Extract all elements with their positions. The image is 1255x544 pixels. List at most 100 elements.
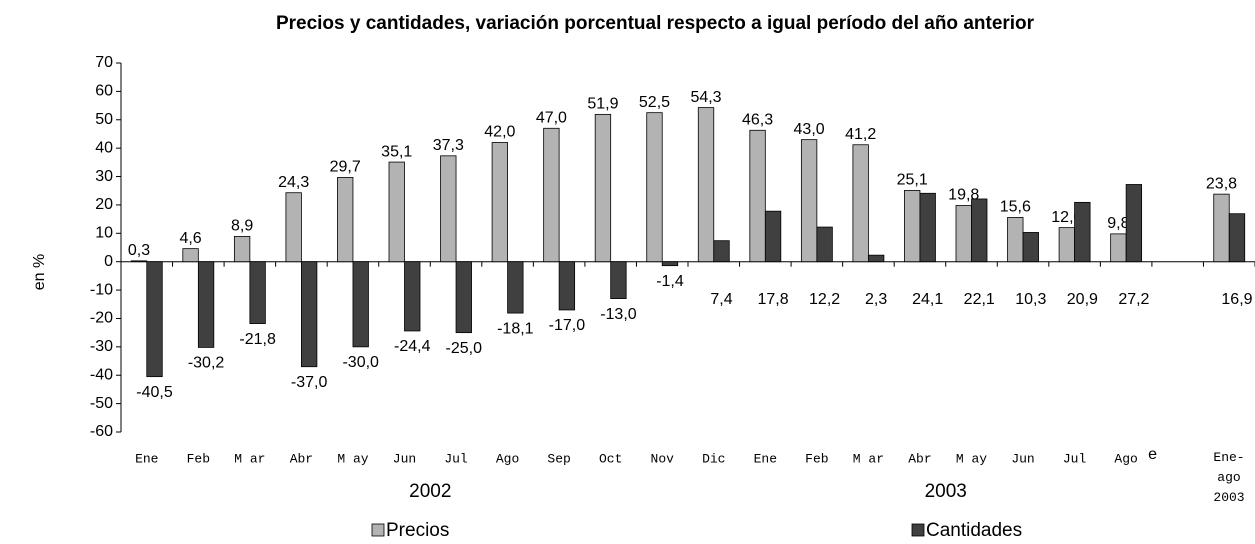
bar (1058, 227, 1075, 263)
y-tick-label: 10 (95, 225, 113, 242)
legend-swatch (371, 523, 385, 537)
y-tick-label: 0 (104, 253, 113, 270)
x-tick-label: Dic (702, 451, 725, 466)
bar (285, 192, 302, 263)
data-label: 17,8 (757, 291, 788, 308)
data-label: 7,4 (710, 291, 732, 308)
bar (1074, 201, 1091, 263)
bar (800, 139, 818, 263)
data-label: 37,3 (433, 137, 464, 154)
x-tick-label: Abr (908, 451, 931, 466)
data-label: 29,7 (330, 159, 361, 176)
data-label: -18,1 (497, 320, 534, 337)
data-label: 47,0 (536, 110, 567, 127)
bar (233, 236, 251, 263)
bar (646, 112, 663, 263)
y-tick-label: 30 (95, 168, 113, 185)
data-label: -40,5 (136, 384, 173, 401)
data-label: 54,3 (690, 89, 721, 106)
bar (197, 261, 215, 348)
bar (507, 261, 524, 314)
bar (301, 261, 318, 368)
x-tick-label: M ay (337, 451, 368, 466)
x-tick-label: Jun (393, 451, 416, 466)
bar (594, 113, 612, 263)
data-label: 15,6 (1000, 199, 1031, 216)
bar (1213, 193, 1230, 263)
y-tick-label: 70 (95, 54, 113, 71)
data-label: 8,9 (231, 218, 253, 235)
bar (130, 260, 148, 263)
data-label: -37,0 (291, 374, 328, 391)
bar (764, 210, 782, 263)
data-label: -13,0 (600, 306, 637, 323)
data-label: 24,3 (278, 174, 309, 191)
bar (1022, 232, 1039, 263)
y-tick-label: -30 (90, 338, 113, 355)
legend-swatch (911, 523, 925, 537)
data-label: -17,0 (549, 317, 586, 334)
annotation: e (1148, 446, 1157, 463)
bar (388, 161, 405, 263)
y-tick-label: -60 (90, 423, 113, 440)
data-label: 22,1 (964, 291, 995, 308)
data-label: -25,0 (446, 340, 483, 357)
x-tick-label: Abr (290, 451, 313, 466)
bar (713, 240, 730, 263)
data-label: 0,3 (128, 242, 150, 259)
bar (661, 261, 679, 267)
x-tick-label: Jul (1063, 451, 1087, 466)
x-tick-label: M ar (234, 451, 265, 466)
bar (352, 261, 369, 348)
data-label: 4,6 (179, 230, 201, 247)
x-tick-label: M ar (853, 451, 884, 466)
x-tick-label: Feb (187, 451, 210, 466)
data-label: -1,4 (656, 273, 684, 290)
data-label: 27,2 (1118, 291, 1149, 308)
bar (440, 155, 457, 263)
y-tick-label: -40 (90, 366, 113, 383)
bar (816, 226, 833, 263)
data-label: 16,9 (1221, 291, 1252, 308)
data-label: 23,8 (1206, 175, 1237, 192)
bar (543, 127, 560, 263)
bar (1007, 217, 1024, 263)
data-label: -21,8 (239, 331, 276, 348)
data-label: 20,9 (1067, 291, 1098, 308)
bar (558, 261, 576, 311)
data-label: 12,2 (809, 291, 840, 308)
y-tick-label: 40 (95, 139, 113, 156)
bar (1228, 213, 1246, 263)
bar (610, 261, 627, 299)
bar (146, 261, 163, 378)
data-label: -24,4 (394, 338, 431, 355)
bar (337, 176, 354, 263)
data-label: 46,3 (742, 111, 773, 128)
data-label: -30,0 (342, 354, 379, 371)
legend-label: Precios (386, 520, 449, 541)
bar (955, 205, 972, 263)
data-label: 42,0 (484, 124, 515, 141)
legend-label: Cantidades (926, 520, 1022, 541)
x-tick-label: Ene-ago 2003 (1213, 450, 1245, 505)
y-tick-label: -50 (90, 395, 113, 412)
data-label: 9,8 (1107, 215, 1129, 232)
bar (868, 254, 885, 263)
bar (491, 142, 508, 263)
bar (1125, 184, 1143, 263)
x-tick-label: Ago (1114, 451, 1137, 466)
x-tick-label: Sep (547, 451, 570, 466)
x-tick-label: Ene (754, 451, 777, 466)
bar (749, 129, 766, 263)
x-group-label: 2002 (409, 481, 451, 502)
x-group-label: 2003 (925, 481, 967, 502)
data-label: 25,1 (897, 172, 928, 189)
bar (919, 192, 936, 263)
data-label: 52,5 (639, 94, 670, 111)
bar (455, 261, 472, 334)
bar (182, 248, 199, 263)
y-axis-label: en % (31, 254, 48, 290)
data-label: 2,3 (865, 291, 887, 308)
